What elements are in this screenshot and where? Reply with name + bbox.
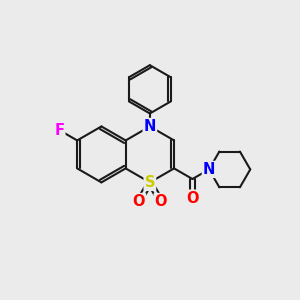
Text: N: N [203, 162, 215, 177]
Text: O: O [186, 190, 199, 206]
Text: O: O [155, 194, 167, 209]
Text: N: N [144, 119, 156, 134]
Text: O: O [133, 194, 145, 209]
Text: F: F [54, 123, 64, 138]
Text: S: S [145, 175, 155, 190]
